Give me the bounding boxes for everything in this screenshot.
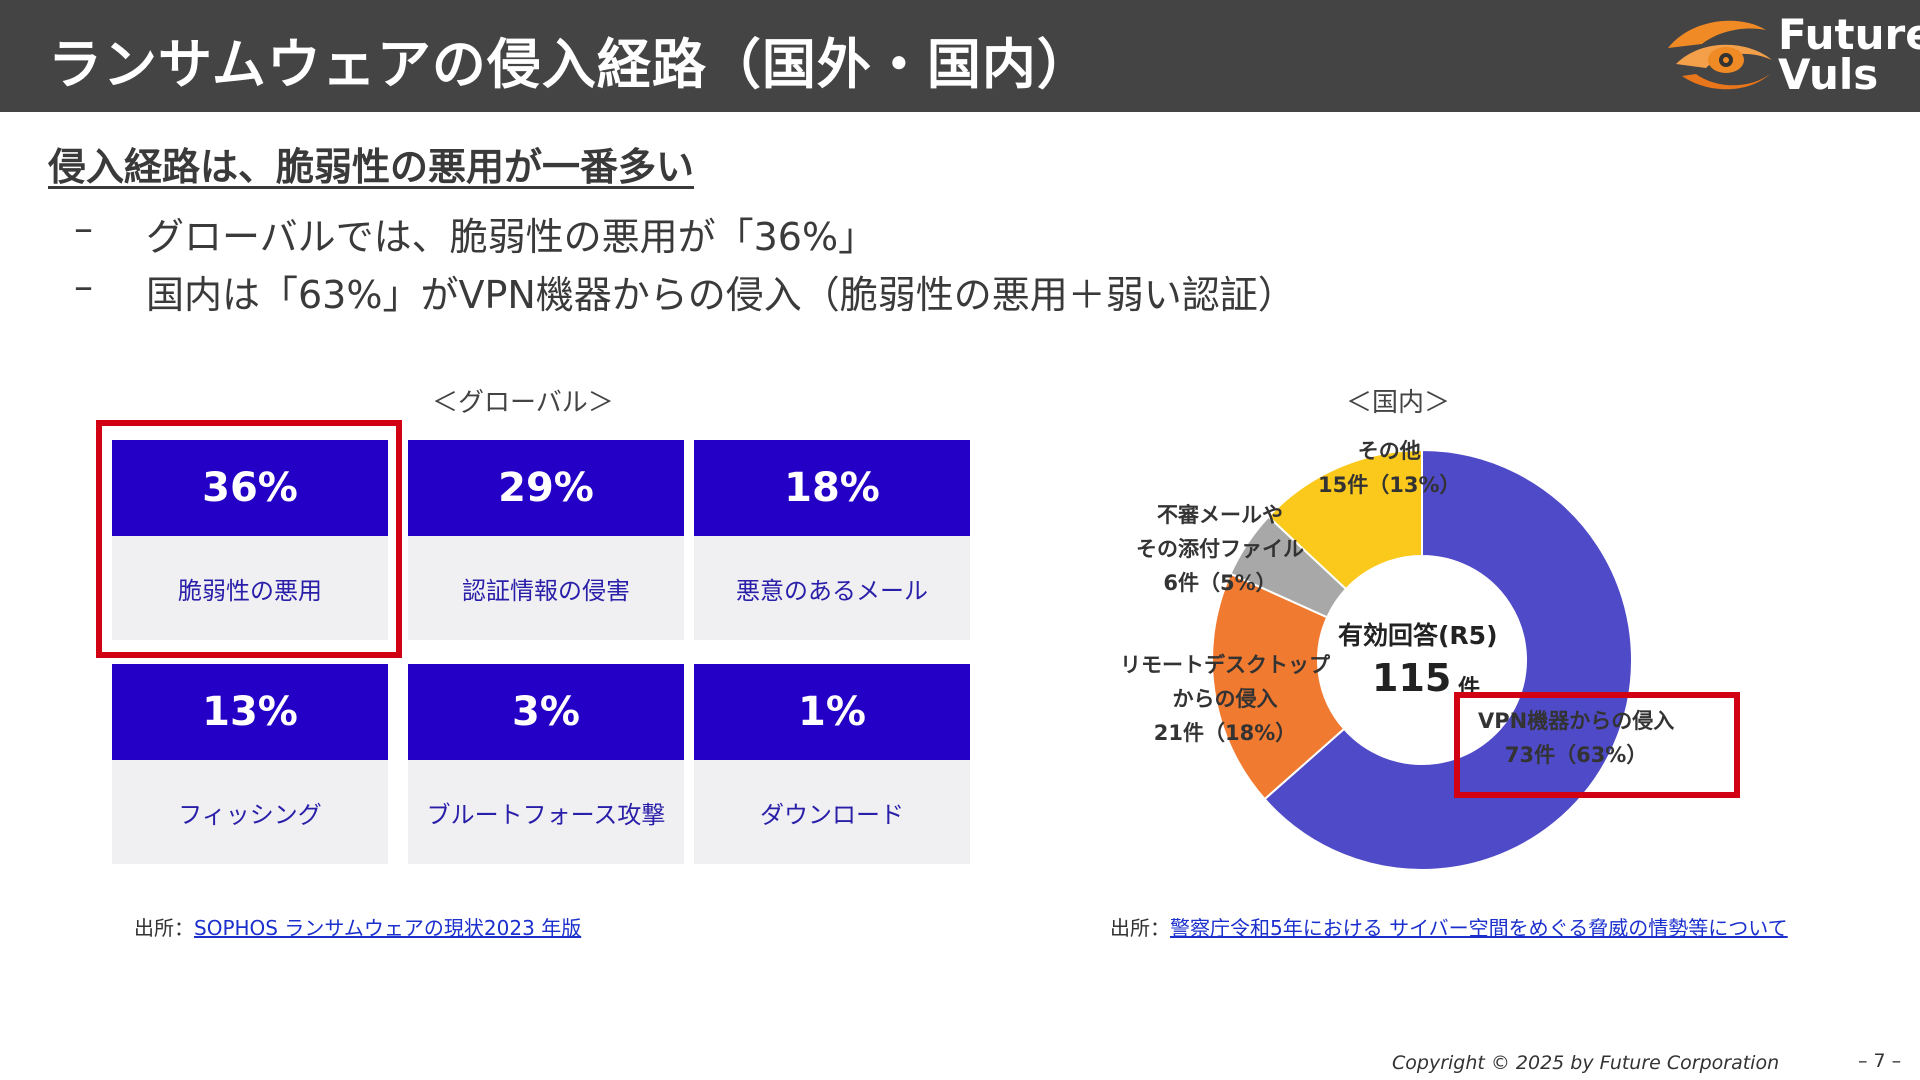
stat-card-value: 3% [408,664,684,760]
donut-label-line: 21件（18%） [1153,721,1297,745]
donut-center-caption: 有効回答(R5) [1338,621,1498,650]
bullet-text: 国内は「63%」がVPN機器からの侵入（脆弱性の悪用＋弱い認証） [146,273,1296,317]
donut-chart [1211,448,1633,871]
global-section-label: ＜グローバル＞ [432,388,614,418]
bullet-dash: – [74,206,93,250]
stat-card-label: ダウンロード [694,760,970,864]
bullet-text: グローバルでは、脆弱性の悪用が「36%」 [146,215,877,259]
highlight-box-global [96,420,402,658]
donut-label-line: 不審メールや [1157,503,1283,527]
donut-label-line: その添付ファイル [1136,537,1304,561]
donut-label-line: からの侵入 [1172,687,1278,711]
stat-card-label: ブルートフォース攻撃 [408,760,684,864]
source-link-npa[interactable]: 警察庁令和5年における サイバー空間をめぐる脅威の情勢等について [1170,916,1788,940]
stat-card-phishing: 13% フィッシング [112,664,388,864]
donut-label-line: 15件（13%） [1318,473,1461,497]
donut-slice-vpn [1263,448,1633,871]
logo-text-vuls: Vuls [1778,50,1879,99]
future-vuls-logo: Future Vuls [1662,10,1920,102]
stat-card-vulnerability: 36% 脆弱性の悪用 [112,440,388,640]
source-link-sophos[interactable]: SOPHOS ランサムウェアの現状2023 年版 [194,916,582,940]
domestic-section-label: ＜国内＞ [1346,388,1451,418]
stat-card-label: 悪意のあるメール [694,536,970,640]
stat-card-value: 1% [694,664,970,760]
stat-card-label: 認証情報の侵害 [408,536,684,640]
stat-card-value: 29% [408,440,684,536]
source-global: 出所：SOPHOS ランサムウェアの現状2023 年版 [134,912,581,941]
stat-card-value: 36% [112,440,388,536]
bullet-dash: – [74,264,93,308]
stat-card-label: フィッシング [112,760,388,864]
donut-label-mail: 不審メールや その添付ファイル 6件（5%） [1136,498,1304,600]
donut-label-other: その他 15件（13%） [1318,434,1461,502]
subheading: 侵入経路は、脆弱性の悪用が一番多い [48,145,695,189]
stat-card-credentials: 29% 認証情報の侵害 [408,440,684,640]
donut-label-line: VPN機器からの侵入 [1478,709,1675,733]
highlight-box-domestic [1454,692,1740,798]
header-bar: ランサムウェアの侵入経路（国外・国内） Future Vuls [0,0,1920,112]
page-title: ランサムウェアの侵入経路（国外・国内） [48,33,1092,96]
copyright-text: Copyright © 2025 by Future Corporation [1392,1052,1780,1074]
page-number: – 7 – [1858,1050,1902,1072]
donut-label-remote: リモートデスクトップ からの侵入 21件（18%） [1120,648,1330,750]
stat-card-malicious-mail: 18% 悪意のあるメール [694,440,970,640]
source-domestic: 出所：警察庁令和5年における サイバー空間をめぐる脅威の情勢等について [1110,912,1788,941]
donut-center-value: 115 [1372,656,1452,700]
stat-card-label: 脆弱性の悪用 [112,536,388,640]
donut-label-line: リモートデスクトップ [1120,653,1330,677]
donut-label-line: 73件（63%） [1504,743,1648,767]
source-prefix: 出所： [134,916,194,940]
stat-card-value: 13% [112,664,388,760]
donut-label-line: 6件（5%） [1163,571,1277,595]
stat-card-brute-force: 3% ブルートフォース攻撃 [408,664,684,864]
source-prefix: 出所： [1110,916,1170,940]
donut-slice-other [1267,448,1423,591]
eye-logo-icon [1668,20,1772,90]
donut-label-line: その他 [1357,439,1421,463]
logo-text-future: Future [1778,10,1920,59]
stat-card-value: 18% [694,440,970,536]
donut-slice-remote [1211,572,1346,801]
stat-card-download: 1% ダウンロード [694,664,970,864]
donut-label-vpn: VPN機器からの侵入 73件（63%） [1478,704,1674,772]
